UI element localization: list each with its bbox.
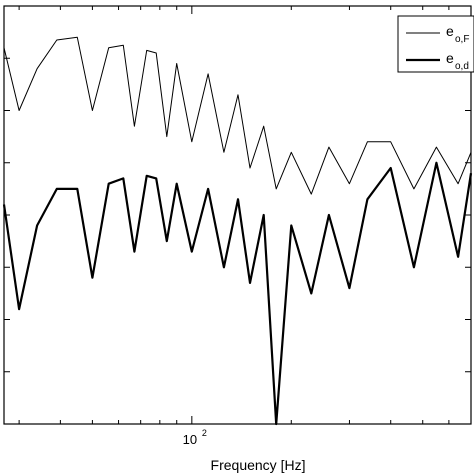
x-axis-label: Frequency [Hz]	[211, 457, 306, 473]
series-line-1	[3, 36, 472, 195]
legend-box	[397, 15, 474, 73]
x-tick-exponent: 2	[202, 428, 207, 438]
axes-layer: 10 2	[3, 5, 472, 447]
legend-label-2: e	[446, 50, 454, 66]
legend-label-sub-2: o,d	[455, 61, 469, 72]
legend-label-1: e	[446, 23, 454, 39]
series-line-2	[2, 161, 473, 426]
legend: eo,Feo,d	[397, 15, 474, 73]
legend-label-sub-1: o,F	[455, 34, 469, 45]
series-layer	[2, 36, 473, 426]
x-tick-label: 10	[183, 432, 197, 447]
